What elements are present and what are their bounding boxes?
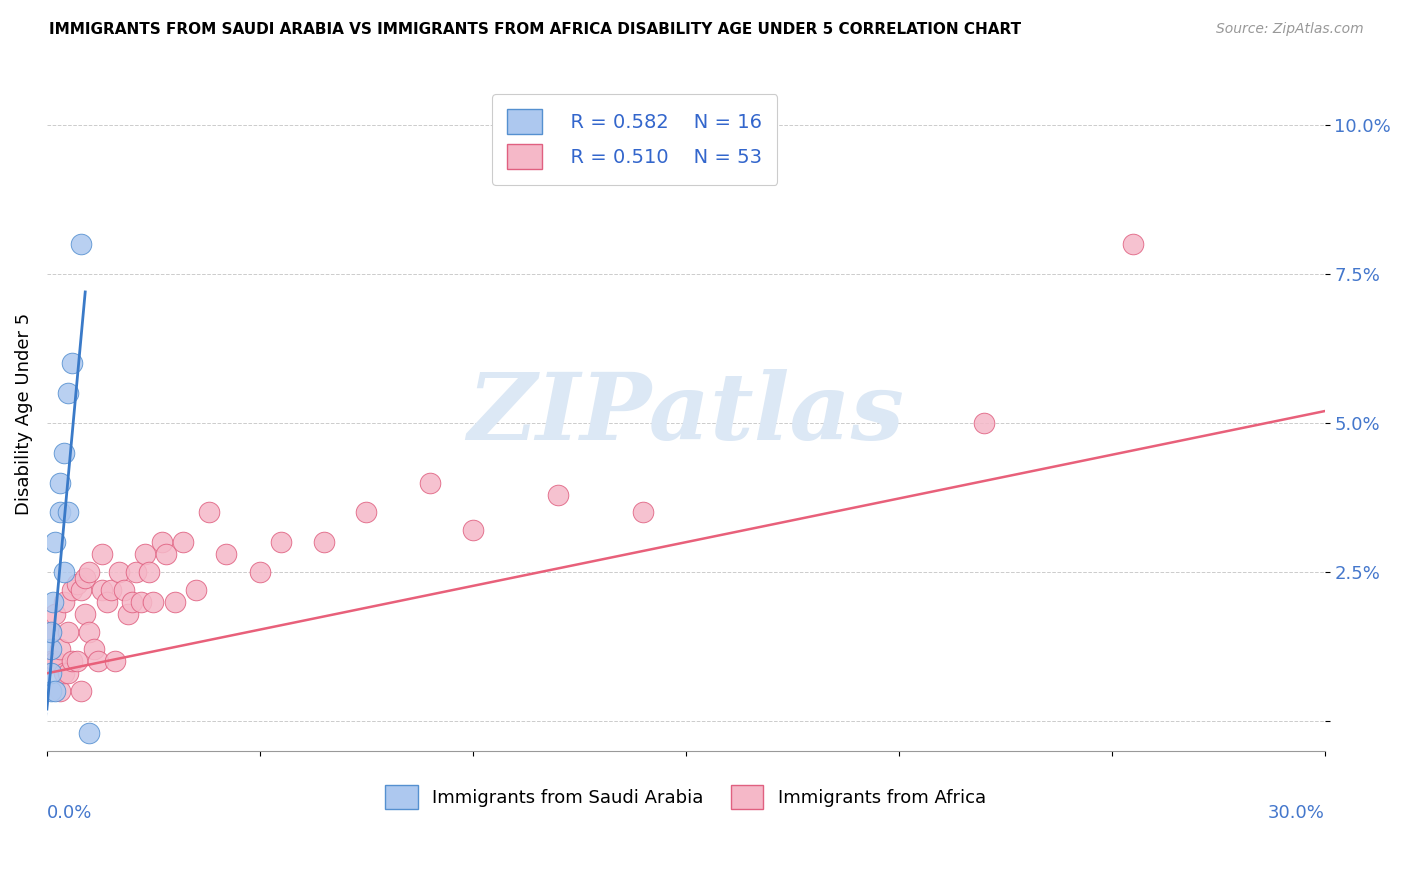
Point xyxy=(461,524,484,538)
Point xyxy=(70,582,93,597)
Point xyxy=(197,505,219,519)
Point xyxy=(56,505,79,519)
Point xyxy=(48,684,70,698)
Point xyxy=(70,237,93,252)
Point xyxy=(215,547,238,561)
Point xyxy=(39,666,62,681)
Point xyxy=(39,624,62,639)
Point xyxy=(121,595,143,609)
Legend: Immigrants from Saudi Arabia, Immigrants from Africa: Immigrants from Saudi Arabia, Immigrants… xyxy=(378,778,993,816)
Point xyxy=(48,475,70,490)
Text: 0.0%: 0.0% xyxy=(46,805,93,822)
Point xyxy=(1122,237,1144,252)
Point xyxy=(117,607,139,621)
Point xyxy=(39,642,62,657)
Point xyxy=(104,654,127,668)
Point xyxy=(48,505,70,519)
Point xyxy=(270,535,292,549)
Text: Source: ZipAtlas.com: Source: ZipAtlas.com xyxy=(1216,22,1364,37)
Point xyxy=(52,595,75,609)
Point xyxy=(44,654,66,668)
Point xyxy=(91,582,114,597)
Point xyxy=(83,642,105,657)
Point xyxy=(56,386,79,401)
Point xyxy=(44,684,66,698)
Point xyxy=(419,475,441,490)
Point xyxy=(62,654,84,668)
Point xyxy=(48,642,70,657)
Text: IMMIGRANTS FROM SAUDI ARABIA VS IMMIGRANTS FROM AFRICA DISABILITY AGE UNDER 5 CO: IMMIGRANTS FROM SAUDI ARABIA VS IMMIGRAN… xyxy=(49,22,1021,37)
Point xyxy=(108,565,131,579)
Point xyxy=(356,505,378,519)
Point xyxy=(56,624,79,639)
Point xyxy=(62,356,84,370)
Point xyxy=(52,666,75,681)
Point xyxy=(87,654,110,668)
Point xyxy=(39,684,62,698)
Point xyxy=(163,595,186,609)
Point xyxy=(79,726,101,740)
Point xyxy=(70,684,93,698)
Point xyxy=(56,666,79,681)
Point xyxy=(142,595,165,609)
Point xyxy=(138,565,160,579)
Point xyxy=(91,547,114,561)
Point xyxy=(44,535,66,549)
Point xyxy=(75,607,97,621)
Point xyxy=(129,595,152,609)
Point xyxy=(44,607,66,621)
Text: ZIPatlas: ZIPatlas xyxy=(467,369,904,459)
Point xyxy=(249,565,271,579)
Point xyxy=(62,582,84,597)
Point xyxy=(134,547,156,561)
Point xyxy=(66,577,89,591)
Point xyxy=(184,582,207,597)
Point xyxy=(973,416,995,430)
Point xyxy=(631,505,654,519)
Point xyxy=(42,595,65,609)
Point xyxy=(52,446,75,460)
Point xyxy=(100,582,122,597)
Point xyxy=(75,571,97,585)
Y-axis label: Disability Age Under 5: Disability Age Under 5 xyxy=(15,313,32,516)
Point xyxy=(96,595,118,609)
Point xyxy=(79,624,101,639)
Point xyxy=(66,654,89,668)
Point xyxy=(39,624,62,639)
Point xyxy=(39,654,62,668)
Point xyxy=(312,535,335,549)
Point xyxy=(52,565,75,579)
Text: 30.0%: 30.0% xyxy=(1268,805,1324,822)
Point xyxy=(172,535,194,549)
Point xyxy=(79,565,101,579)
Point xyxy=(155,547,177,561)
Point xyxy=(547,487,569,501)
Point xyxy=(112,582,135,597)
Point xyxy=(125,565,148,579)
Point xyxy=(150,535,173,549)
